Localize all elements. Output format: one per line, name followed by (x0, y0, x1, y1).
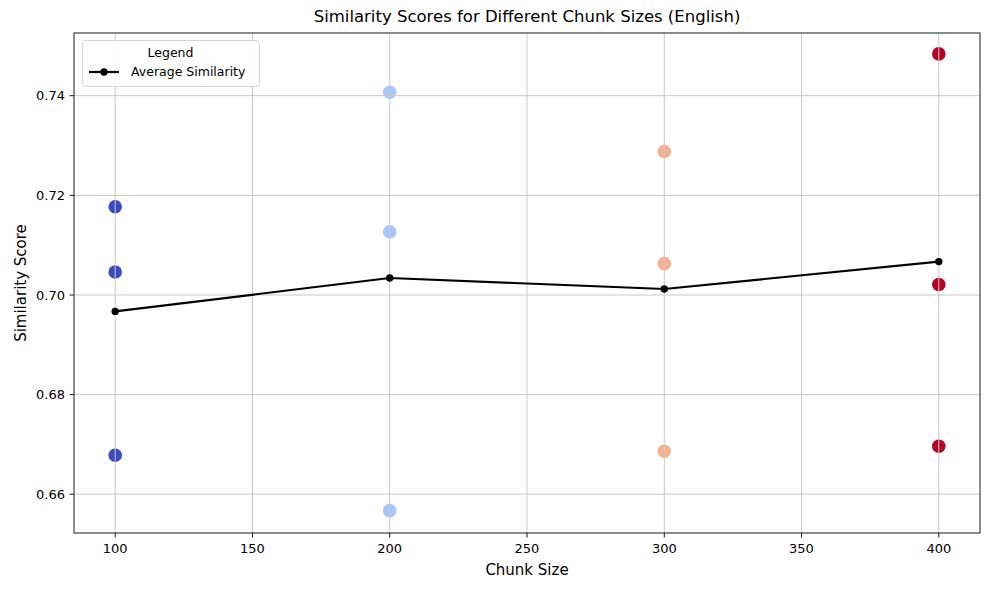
average-point (935, 258, 942, 265)
legend-entry-average-similarity: Average Similarity (88, 62, 253, 81)
line-dot-marker-icon (88, 67, 120, 77)
figure: Similarity Scores for Different Chunk Si… (0, 0, 989, 590)
y-tick-label: 0.66 (36, 487, 65, 502)
y-tick-label: 0.70 (36, 288, 65, 303)
axis-ticks: 100 150 200 250 300 350 400 0.66 0.68 0.70 0.72 0.7… (36, 88, 951, 556)
x-tick-label: 200 (377, 541, 402, 556)
average-point (112, 308, 119, 315)
y-tick-label: 0.74 (36, 88, 65, 103)
x-tick-label: 100 (103, 541, 128, 556)
x-tick-label: 150 (240, 541, 265, 556)
x-tick-label: 250 (515, 541, 540, 556)
legend-entry-label: Average Similarity (131, 62, 245, 81)
scatter-plot-canvas: 100 150 200 250 300 350 400 0.66 0.68 0.70 0.72 0.7… (0, 0, 989, 590)
y-tick-label: 0.72 (36, 188, 65, 203)
legend-title: Legend (88, 44, 253, 62)
average-point (386, 274, 393, 281)
y-tick-label: 0.68 (36, 387, 65, 402)
x-tick-label: 300 (652, 541, 677, 556)
x-tick-label: 400 (926, 541, 951, 556)
average-point (661, 285, 668, 292)
x-tick-label: 350 (789, 541, 814, 556)
legend: Legend Average Similarity (82, 40, 260, 87)
